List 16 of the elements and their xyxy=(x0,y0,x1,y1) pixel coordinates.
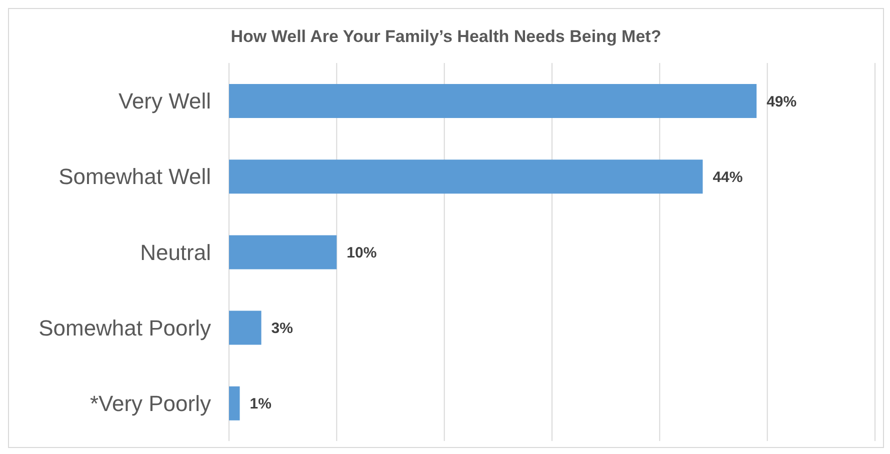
bar xyxy=(229,386,240,420)
data-label: 10% xyxy=(346,244,377,262)
data-label: 44% xyxy=(712,168,743,186)
y-tick-label: *Very Poorly xyxy=(90,391,211,416)
y-tick-label: Somewhat Well xyxy=(58,164,211,190)
bar xyxy=(229,235,337,270)
chart-title: How Well Are Your Family’s Health Needs Being Met? xyxy=(230,26,662,48)
bar xyxy=(229,160,703,194)
y-tick-label: Very Well xyxy=(118,88,211,114)
data-label: 1% xyxy=(250,396,272,413)
bar xyxy=(229,84,757,118)
y-tick-label: Neutral xyxy=(140,240,211,265)
data-label: 3% xyxy=(271,320,293,338)
data-label: 49% xyxy=(766,93,797,110)
y-tick-label: Somewhat Poorly xyxy=(38,315,211,340)
bar xyxy=(229,310,262,345)
